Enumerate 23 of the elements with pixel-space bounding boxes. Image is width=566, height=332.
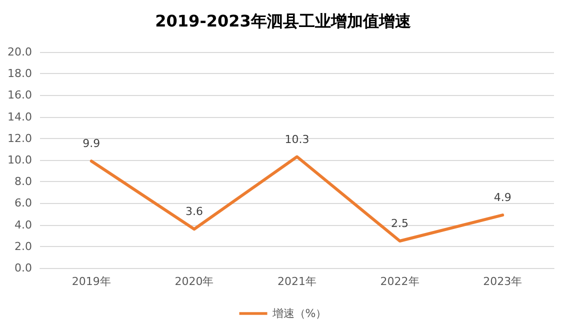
chart-title: 2019-2023年泗县工业增加值增速 <box>155 12 412 30</box>
x-tick-label: 2023年 <box>483 275 522 288</box>
data-label: 9.9 <box>82 137 100 150</box>
legend-label: 增速（%） <box>271 307 327 320</box>
data-label: 3.6 <box>185 205 203 218</box>
y-tick-label: 0.0 <box>14 262 32 274</box>
y-tick-label: 16.0 <box>8 88 32 102</box>
x-tick-label: 2019年 <box>72 275 111 288</box>
y-tick-label: 18.0 <box>8 67 32 80</box>
y-tick-label: 14.0 <box>8 110 32 124</box>
data-label: 10.3 <box>284 132 310 146</box>
y-tick-label: 2.0 <box>14 240 32 253</box>
data-label: 2.5 <box>391 217 409 230</box>
data-label: 4.9 <box>494 191 512 204</box>
x-tick-label: 2021年 <box>278 275 316 288</box>
y-tick-label: 10.0 <box>8 154 32 166</box>
y-tick-label: 6.0 <box>14 196 32 210</box>
x-tick-label: 2020年 <box>174 275 214 288</box>
y-tick-label: 8.0 <box>14 175 32 188</box>
x-tick-label: 2022年 <box>380 275 420 288</box>
y-tick-label: 20.0 <box>8 46 32 58</box>
y-tick-label: 4.0 <box>14 218 32 232</box>
y-tick-label: 12.0 <box>8 132 32 145</box>
